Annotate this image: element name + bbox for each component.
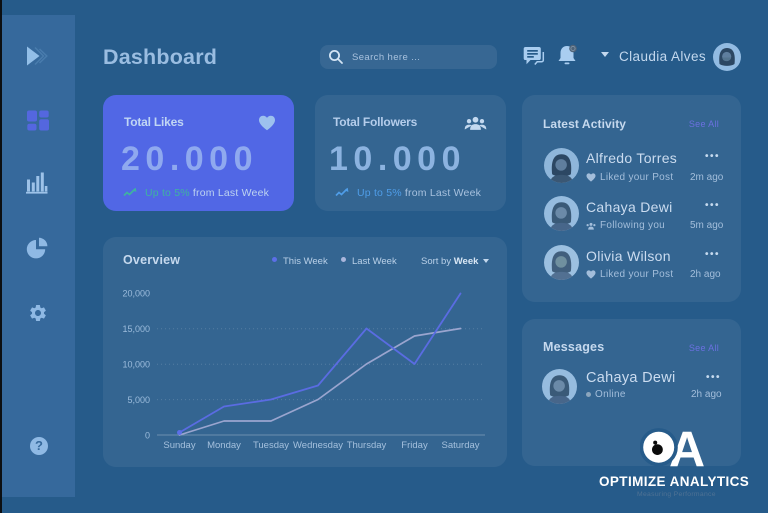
svg-text:5,000: 5,000 (127, 395, 150, 405)
svg-text:Friday: Friday (401, 440, 428, 451)
svg-text:Saturday: Saturday (441, 440, 479, 451)
svg-text:Sunday: Sunday (163, 440, 195, 451)
svg-text:Tuesday: Tuesday (253, 440, 289, 451)
svg-text:Wednesday: Wednesday (293, 440, 343, 451)
svg-text:0: 0 (145, 431, 150, 441)
svg-text:15,000: 15,000 (122, 324, 150, 334)
svg-text:Thursday: Thursday (347, 440, 387, 451)
svg-text:20,000: 20,000 (122, 289, 150, 299)
svg-text:10,000: 10,000 (122, 360, 150, 370)
svg-text:Monday: Monday (207, 440, 241, 451)
